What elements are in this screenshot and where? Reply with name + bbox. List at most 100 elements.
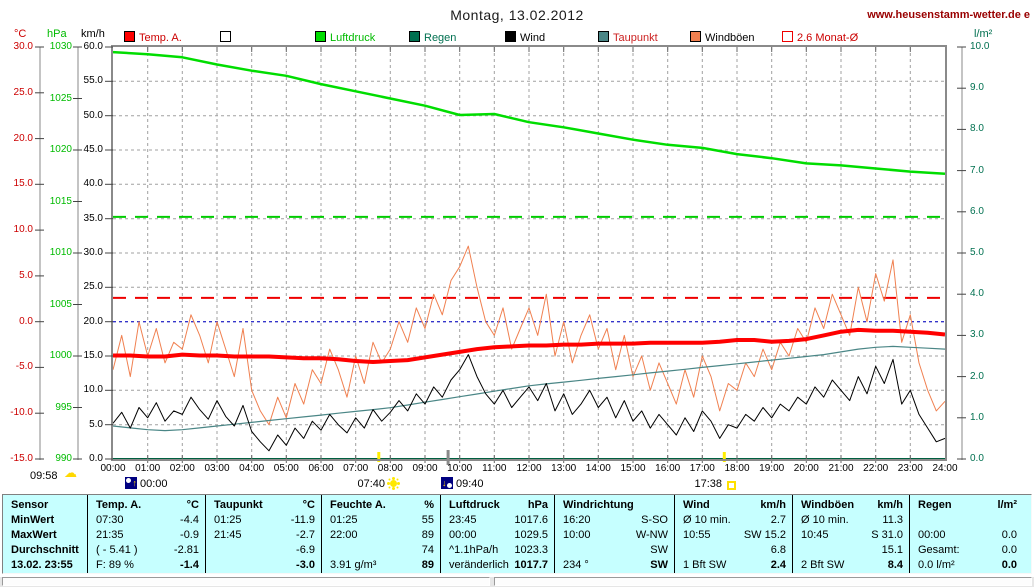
temp_c-tick-label: 5.0	[19, 269, 33, 281]
table-cell: 10:55	[683, 529, 711, 541]
time-label: 05:00	[273, 463, 299, 474]
series-windb-en-line	[112, 245, 946, 426]
time-label: 18:00	[724, 463, 750, 474]
table-cell: 0.0	[1001, 559, 1017, 571]
table-cell-row: 07:30 -4.4	[88, 513, 205, 528]
temp_c-tick-label: 30.0	[13, 41, 33, 52]
table-cell: Ø 10 min.	[683, 514, 731, 526]
table-cell-row: 23:45 1017.6	[441, 513, 554, 528]
table-cell: 2.4	[770, 559, 786, 571]
table-cell: 01:25	[330, 514, 358, 526]
status-bar	[0, 577, 1034, 587]
table-cell: 1023.3	[514, 544, 548, 556]
table-column-windb-en: Windböen km/h Ø 10 min. 11.3 10:45 S 31.0 15.1…	[792, 495, 909, 573]
table-column-header: Temp. A. °C	[88, 498, 205, 513]
table-cell: -2.81	[173, 544, 199, 556]
table-cell: 8.4	[887, 559, 903, 571]
time-label: 00:00	[100, 463, 126, 474]
table-column-feuchte-a-: Feuchte A.% 01:25 55 22:00 89 74 3.91 g/m³ 89	[321, 495, 440, 573]
wind-swatch-icon	[505, 31, 516, 42]
pressure-swatch-icon	[315, 31, 326, 42]
table-cell: 1 Bft SW	[683, 559, 727, 571]
legend-item-regen: Regen	[409, 31, 456, 44]
column-unit: l/m²	[997, 499, 1017, 511]
temp_c-tick-label: -15.0	[10, 453, 33, 464]
wind_kmh-tick-label: 40.0	[83, 178, 103, 190]
moon-time-label: 09:58	[30, 470, 58, 482]
rain-swatch-icon	[409, 31, 420, 42]
table-cell: 1017.7	[514, 559, 548, 571]
temp_c-tick-label: 15.0	[13, 178, 33, 190]
column-name: Windrichtung	[563, 499, 634, 511]
legend-label: Taupunkt	[613, 32, 658, 44]
table-cell: Gesamt:	[918, 544, 960, 556]
table-column-windrichtung: Windrichtung 16:20 S-SO 10:00 W-NW SW 234 ° SW	[554, 495, 674, 573]
legend-item-wind: Wind	[505, 31, 545, 44]
legend-item-taupunkt: Taupunkt	[598, 31, 658, 44]
time-label: 20:00	[793, 463, 819, 474]
table-cell: 21:45	[214, 529, 242, 541]
status-bar-segment	[2, 577, 490, 586]
table-cell: 00:00	[918, 529, 946, 541]
table-column-header: Windrichtung	[555, 498, 674, 513]
wind_kmh-tick-label: 5.0	[89, 418, 103, 430]
table-cell-row: 16:20 S-SO	[555, 513, 674, 528]
table-cell: -4.4	[180, 514, 199, 526]
legend-item-luftdruck: Luftdruck	[315, 31, 375, 44]
table-row-label: 13.02. 23:55	[3, 558, 87, 573]
table-cell-row: ( - 5.41 ) -2.81	[88, 543, 205, 558]
table-cell-row: 234 ° SW	[555, 558, 674, 573]
axis-unit-kmh: km/h	[81, 28, 105, 40]
time-label: 13:00	[551, 463, 577, 474]
sunrise-time-label: 07:40	[357, 478, 385, 490]
rain_lm2-tick-label: 1.0	[970, 411, 984, 423]
temp_c-tick-label: -5.0	[15, 361, 33, 373]
wind_kmh-tick-label: 50.0	[83, 109, 103, 121]
table-cell: 21:35	[96, 529, 124, 541]
table-cell-row	[910, 513, 1023, 528]
time-label: 14:00	[585, 463, 611, 474]
table-cell: 1029.5	[514, 529, 548, 541]
table-column-header: Feuchte A.%	[322, 498, 440, 513]
time-label: 02:00	[169, 463, 195, 474]
table-cell: 55	[421, 514, 434, 526]
table-cell: Ø 10 min.	[801, 514, 849, 526]
row-label-text: MinWert	[11, 514, 55, 526]
table-cell: 0.0 l/m²	[918, 559, 955, 571]
wind_kmh-tick-label: 25.0	[83, 281, 103, 293]
table-cell-row: -3.0	[206, 558, 321, 573]
table-column-header: Windböen km/h	[793, 498, 909, 513]
axis-unit-rain: l/m²	[974, 28, 993, 40]
column-name: Regen	[918, 499, 952, 511]
table-column-header: Regen l/m²	[910, 498, 1023, 513]
time-label: 04:00	[239, 463, 265, 474]
moonset-icon: ↓	[441, 477, 453, 489]
table-cell-row: -6.9	[206, 543, 321, 558]
website-link[interactable]: www.heusenstamm-wetter.de e	[867, 9, 1030, 21]
table-cell: 15.1	[881, 544, 903, 556]
wind_kmh-tick-label: 60.0	[83, 41, 103, 52]
column-name: Luftdruck	[449, 499, 500, 511]
rain_lm2-tick-label: 0.0	[970, 453, 984, 464]
sunrise-sun-icon	[390, 480, 397, 487]
table-cell: 234 °	[563, 559, 589, 571]
table-cell: 74	[421, 544, 434, 556]
table-column-wind: Wind km/h Ø 10 min. 2.7 10:55 SW 15.2 6.8 1 Bft…	[674, 495, 792, 573]
legend-item-blank	[220, 31, 235, 42]
table-row-label: Sensor	[3, 498, 87, 513]
column-unit: °C	[186, 499, 199, 511]
table-cell-row: 22:00 89	[322, 528, 440, 543]
wind_kmh-tick-label: 30.0	[83, 247, 103, 258]
sunset-time-label: 17:38	[694, 478, 722, 490]
pressure_hpa-tick-label: 1010	[49, 247, 72, 258]
time-label: 08:00	[377, 463, 403, 474]
pressure_hpa-tick-label: 1020	[49, 144, 72, 155]
column-name: Windböen	[801, 499, 855, 511]
table-cell: SW	[650, 559, 668, 571]
legend-item-temp: Temp. A.	[124, 31, 182, 44]
rain_lm2-tick-label: 7.0	[970, 164, 984, 176]
rain_lm2-tick-label: 3.0	[970, 329, 984, 341]
table-cell: SW 15.2	[743, 529, 786, 541]
table-cell-row: 21:35 -0.9	[88, 528, 205, 543]
table-column-taupunkt: Taupunkt °C 01:25 -11.9 21:45 -2.7 -6.9 -3.0	[205, 495, 321, 573]
